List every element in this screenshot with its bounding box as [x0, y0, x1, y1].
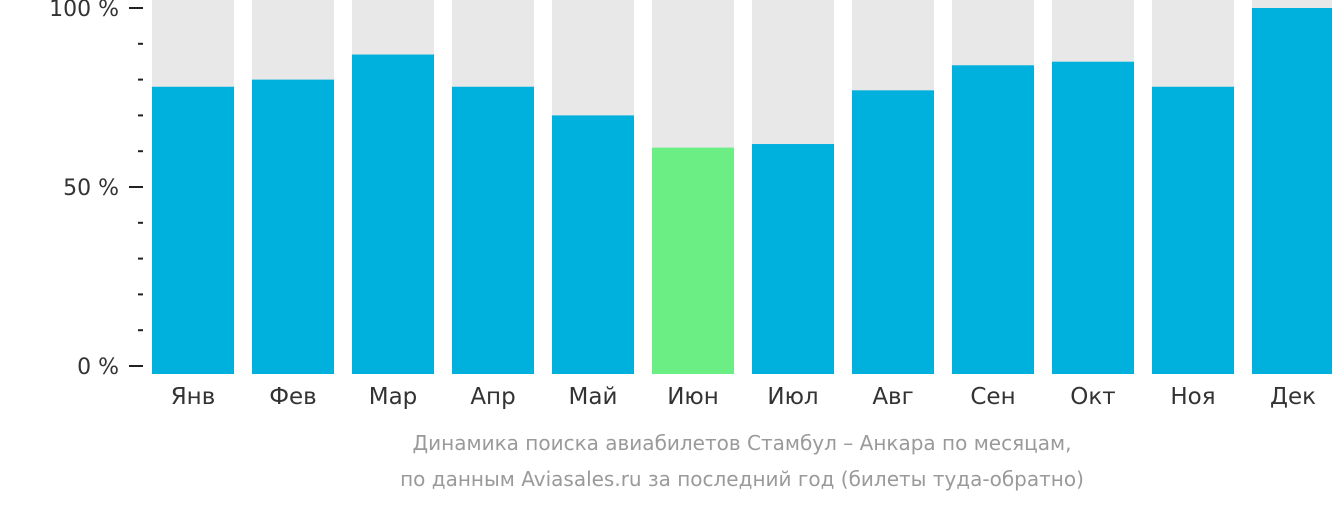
y-axis: 100 % 50 % 0 % — [49, 0, 143, 380]
bar — [1052, 61, 1134, 374]
bar — [1252, 8, 1332, 374]
x-tick-label: Июл — [767, 384, 818, 410]
bars — [152, 8, 1332, 375]
bar — [452, 86, 534, 374]
x-tick-label: Авг — [872, 384, 913, 410]
y-tick-label: 100 % — [49, 0, 119, 22]
chart-caption-line-2: по данным Aviasales.ru за последний год … — [400, 467, 1084, 491]
x-tick-label: Янв — [171, 384, 216, 410]
bar — [152, 86, 234, 374]
x-tick-label: Фев — [269, 384, 317, 410]
y-tick-label: 50 % — [63, 176, 119, 201]
bar — [952, 65, 1034, 374]
bar — [252, 79, 334, 374]
bar — [852, 90, 934, 374]
bar — [552, 115, 634, 375]
x-tick-label: Июн — [667, 384, 719, 410]
x-tick-label: Апр — [470, 384, 515, 410]
bar — [352, 54, 434, 374]
x-tick-label: Мар — [369, 384, 418, 410]
x-tick-label: Сен — [970, 384, 1015, 410]
bar — [1152, 86, 1234, 374]
x-tick-label: Ноя — [1170, 384, 1215, 410]
x-tick-label: Дек — [1270, 384, 1316, 410]
chart-caption-line-1: Динамика поиска авиабилетов Стамбул – Ан… — [412, 431, 1072, 455]
x-tick-label: Окт — [1070, 384, 1115, 410]
bar — [752, 144, 834, 374]
y-tick-label: 0 % — [77, 355, 119, 380]
bar — [652, 147, 734, 374]
x-axis-labels: Янв Фев Мар Апр Май Июн Июл Авг Сен Окт Ноя Дек — [171, 384, 1316, 410]
x-tick-label: Май — [569, 384, 618, 410]
